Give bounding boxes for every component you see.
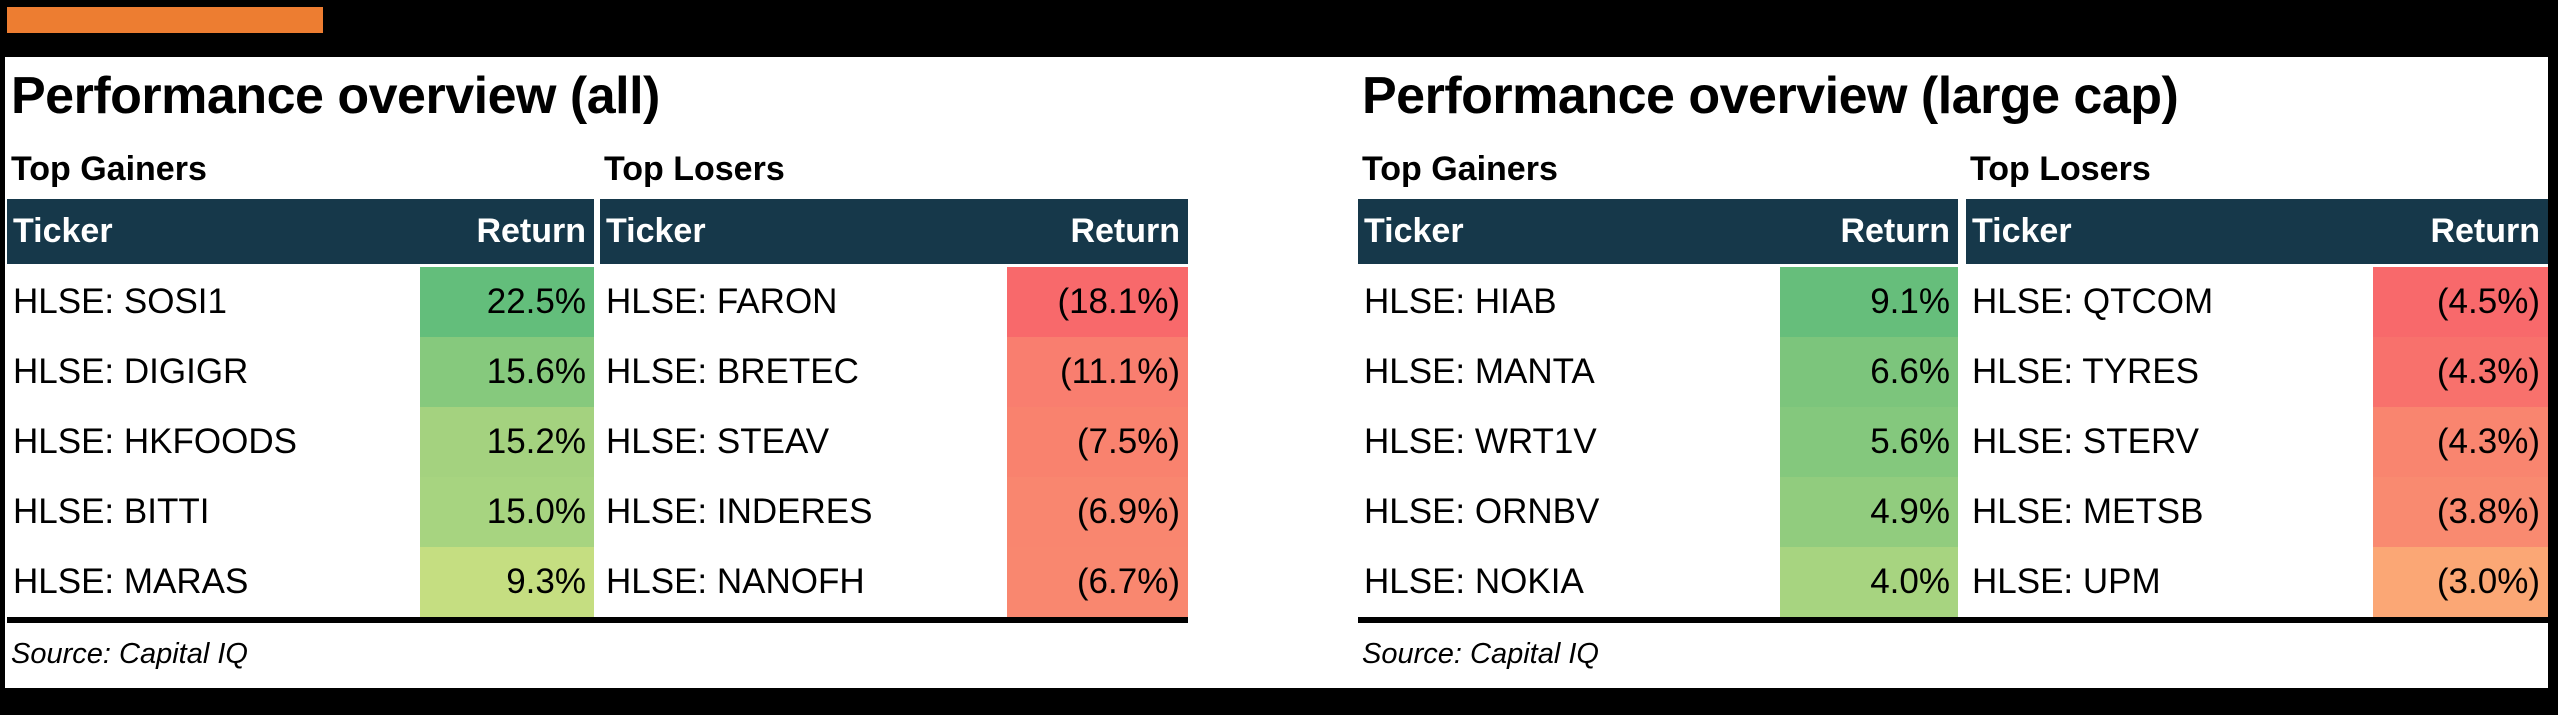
section-labels: Top Gainers Top Losers	[7, 150, 1188, 188]
loser-return-cell: (11.1%)	[1007, 337, 1188, 407]
table-bottom-border	[1358, 617, 2548, 623]
column-header-ticker: Ticker	[1972, 212, 2072, 250]
loser-return-cell: (18.1%)	[1007, 267, 1188, 337]
loser-ticker-cell: HLSE: BRETEC	[600, 337, 1007, 407]
gainers-header-block: Ticker Return	[7, 199, 594, 264]
column-separator	[1958, 337, 1966, 407]
column-header-return: Return	[1070, 212, 1180, 250]
gainer-ticker-cell: HLSE: NOKIA	[1358, 547, 1780, 617]
losers-header-block: Ticker Return	[1966, 199, 2548, 264]
loser-return-cell: (7.5%)	[1007, 407, 1188, 477]
gainer-ticker-cell: HLSE: WRT1V	[1358, 407, 1780, 477]
loser-ticker-cell: HLSE: TYRES	[1966, 337, 2373, 407]
loser-ticker-cell: HLSE: QTCOM	[1966, 267, 2373, 337]
table-row: HLSE: DIGIGR 15.6% HLSE: BRETEC (11.1%)	[7, 337, 1188, 407]
table-row: HLSE: HKFOODS 15.2% HLSE: STEAV (7.5%)	[7, 407, 1188, 477]
gainers-label: Top Gainers	[11, 150, 207, 188]
gainer-ticker-cell: HLSE: BITTI	[7, 477, 420, 547]
performance-panel-large-cap: Performance overview (large cap) Top Gai…	[1358, 62, 2548, 688]
accent-bar	[7, 7, 323, 33]
gainers-label: Top Gainers	[1362, 150, 1558, 188]
gainers-header-block: Ticker Return	[1358, 199, 1958, 264]
table-row: HLSE: MANTA 6.6% HLSE: TYRES (4.3%)	[1358, 337, 2548, 407]
column-header-return: Return	[2430, 212, 2540, 250]
loser-ticker-cell: HLSE: METSB	[1966, 477, 2373, 547]
section-labels: Top Gainers Top Losers	[1358, 150, 2548, 188]
loser-ticker-cell: HLSE: FARON	[600, 267, 1007, 337]
table-header: Ticker Return Ticker Return	[1358, 199, 2548, 264]
source-note: Source: Capital IQ	[11, 638, 248, 670]
column-header-ticker: Ticker	[13, 212, 113, 250]
loser-return-cell: (6.7%)	[1007, 547, 1188, 617]
gainer-return-cell: 9.3%	[420, 547, 594, 617]
loser-return-cell: (3.8%)	[2373, 477, 2548, 547]
loser-ticker-cell: HLSE: STEAV	[600, 407, 1007, 477]
gainer-ticker-cell: HLSE: ORNBV	[1358, 477, 1780, 547]
gainer-ticker-cell: HLSE: HKFOODS	[7, 407, 420, 477]
page-title: Performance overview (all)	[11, 67, 660, 125]
performance-panel-all: Performance overview (all) Top Gainers T…	[7, 62, 1188, 688]
table-row: HLSE: HIAB 9.1% HLSE: QTCOM (4.5%)	[1358, 267, 2548, 337]
table-body: HLSE: HIAB 9.1% HLSE: QTCOM (4.5%) HLSE: MAN…	[1358, 267, 2548, 617]
gainer-return-cell: 15.6%	[420, 337, 594, 407]
column-separator	[1958, 547, 1966, 617]
losers-label: Top Losers	[1970, 150, 2151, 188]
loser-ticker-cell: HLSE: STERV	[1966, 407, 2373, 477]
table-header: Ticker Return Ticker Return	[7, 199, 1188, 264]
gainer-return-cell: 15.2%	[420, 407, 594, 477]
gainer-return-cell: 6.6%	[1780, 337, 1958, 407]
gainer-return-cell: 9.1%	[1780, 267, 1958, 337]
column-header-return: Return	[476, 212, 586, 250]
table-bottom-border	[7, 617, 1188, 623]
loser-return-cell: (4.5%)	[2373, 267, 2548, 337]
table-row: HLSE: NOKIA 4.0% HLSE: UPM (3.0%)	[1358, 547, 2548, 617]
column-header-return: Return	[1840, 212, 1950, 250]
losers-label: Top Losers	[604, 150, 785, 188]
loser-return-cell: (6.9%)	[1007, 477, 1188, 547]
gainer-ticker-cell: HLSE: HIAB	[1358, 267, 1780, 337]
page-title: Performance overview (large cap)	[1362, 67, 2179, 125]
column-separator	[1958, 267, 1966, 337]
loser-ticker-cell: HLSE: INDERES	[600, 477, 1007, 547]
table-row: HLSE: BITTI 15.0% HLSE: INDERES (6.9%)	[7, 477, 1188, 547]
gainer-ticker-cell: HLSE: MANTA	[1358, 337, 1780, 407]
table-body: HLSE: SOSI1 22.5% HLSE: FARON (18.1%) HLSE: …	[7, 267, 1188, 617]
column-separator	[1958, 477, 1966, 547]
column-header-ticker: Ticker	[1364, 212, 1464, 250]
loser-ticker-cell: HLSE: NANOFH	[600, 547, 1007, 617]
gainer-return-cell: 22.5%	[420, 267, 594, 337]
gainer-ticker-cell: HLSE: DIGIGR	[7, 337, 420, 407]
table-row: HLSE: SOSI1 22.5% HLSE: FARON (18.1%)	[7, 267, 1188, 337]
gainer-ticker-cell: HLSE: MARAS	[7, 547, 420, 617]
loser-return-cell: (3.0%)	[2373, 547, 2548, 617]
gainer-ticker-cell: HLSE: SOSI1	[7, 267, 420, 337]
losers-header-block: Ticker Return	[600, 199, 1188, 264]
table-row: HLSE: WRT1V 5.6% HLSE: STERV (4.3%)	[1358, 407, 2548, 477]
gainer-return-cell: 4.9%	[1780, 477, 1958, 547]
column-separator	[1958, 407, 1966, 477]
gainer-return-cell: 15.0%	[420, 477, 594, 547]
table-row: HLSE: ORNBV 4.9% HLSE: METSB (3.8%)	[1358, 477, 2548, 547]
column-header-ticker: Ticker	[606, 212, 706, 250]
source-note: Source: Capital IQ	[1362, 638, 1599, 670]
loser-ticker-cell: HLSE: UPM	[1966, 547, 2373, 617]
gainer-return-cell: 4.0%	[1780, 547, 1958, 617]
loser-return-cell: (4.3%)	[2373, 337, 2548, 407]
loser-return-cell: (4.3%)	[2373, 407, 2548, 477]
table-row: HLSE: MARAS 9.3% HLSE: NANOFH (6.7%)	[7, 547, 1188, 617]
gainer-return-cell: 5.6%	[1780, 407, 1958, 477]
